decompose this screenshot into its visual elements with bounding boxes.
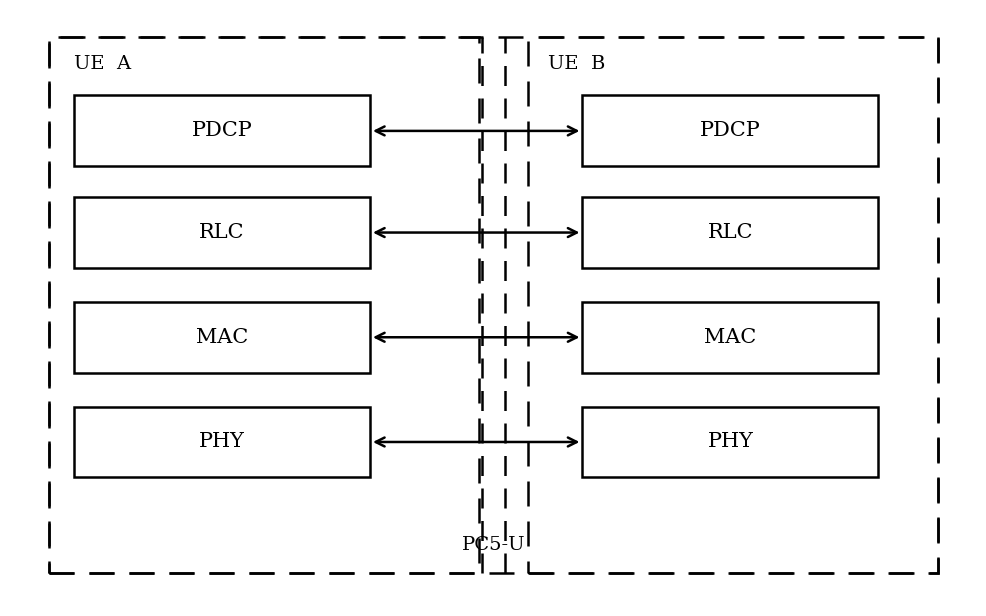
Bar <box>74 302 370 373</box>
Bar <box>582 197 878 268</box>
Bar <box>582 407 878 477</box>
Text: UE  A: UE A <box>74 55 131 73</box>
Bar <box>582 302 878 373</box>
Bar <box>49 37 478 573</box>
Text: MAC: MAC <box>196 328 247 347</box>
Bar <box>74 95 370 166</box>
Bar <box>74 197 370 268</box>
Text: PDCP: PDCP <box>699 121 760 140</box>
Text: UE  B: UE B <box>547 55 604 73</box>
Bar <box>74 407 370 477</box>
Text: RLC: RLC <box>707 223 752 242</box>
Text: PHY: PHY <box>707 432 752 452</box>
Bar <box>528 37 937 573</box>
Text: PHY: PHY <box>199 432 245 452</box>
Bar <box>582 95 878 166</box>
Bar <box>49 37 937 573</box>
Text: PC5-U: PC5-U <box>461 537 525 554</box>
Text: PDCP: PDCP <box>191 121 252 140</box>
Text: RLC: RLC <box>199 223 245 242</box>
Text: MAC: MAC <box>704 328 755 347</box>
